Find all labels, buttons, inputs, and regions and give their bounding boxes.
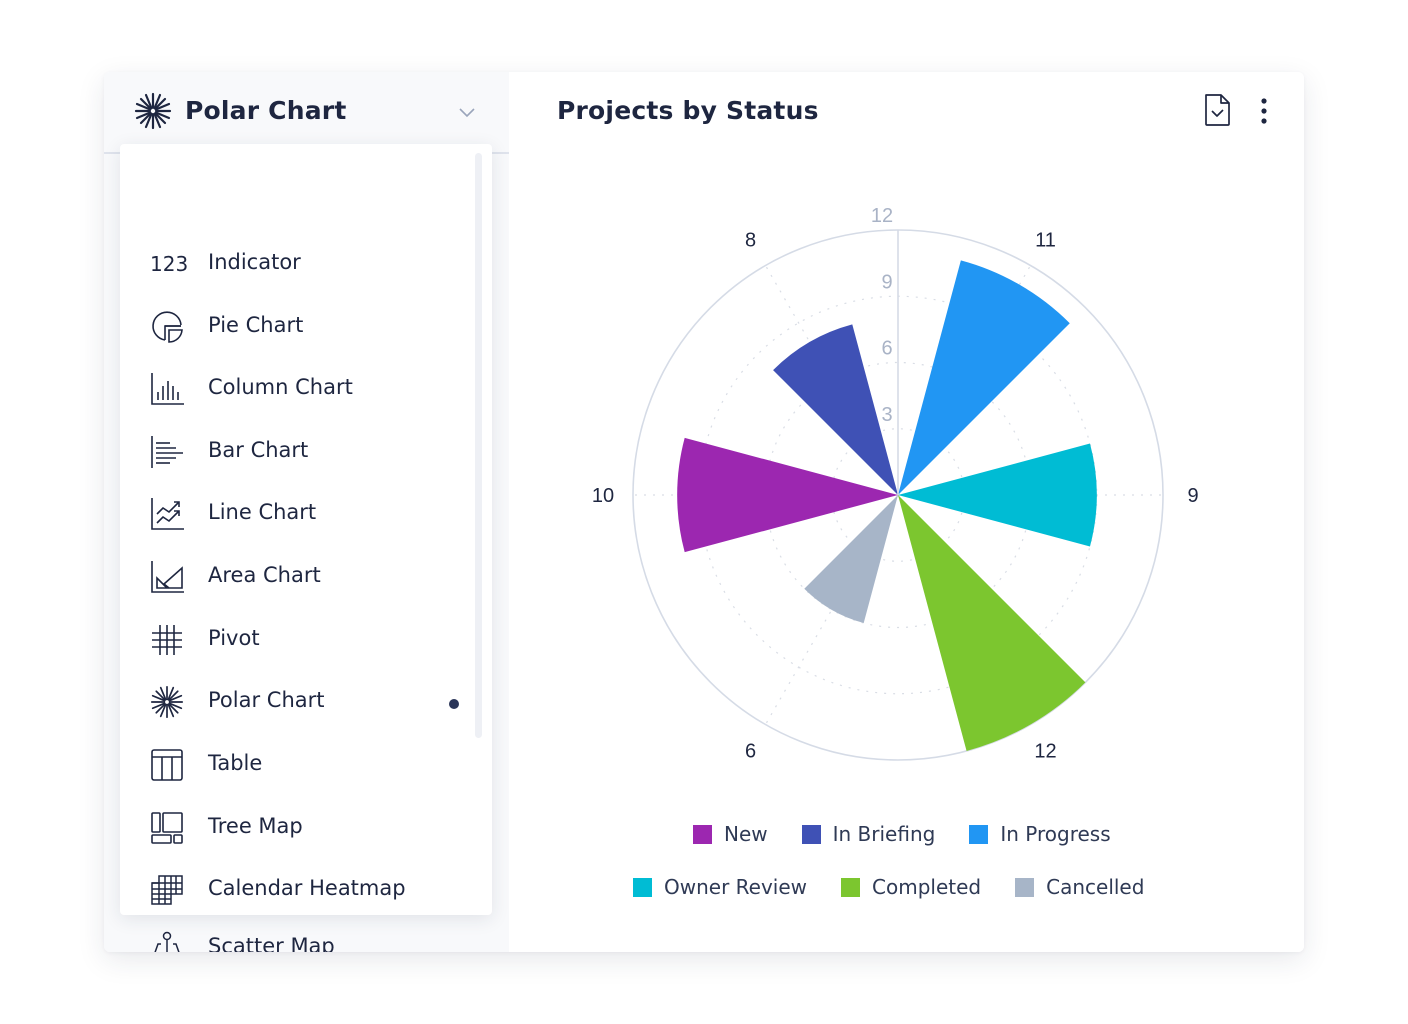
legend-item-completed[interactable]: Completed	[841, 875, 981, 899]
legend-item-in-briefing[interactable]: In Briefing	[801, 822, 936, 846]
menu-item-scatter-map[interactable]: Scatter Map	[120, 923, 460, 952]
menu-item-label: Pivot	[208, 626, 260, 650]
menu-item-tree-map[interactable]: Tree Map	[120, 803, 460, 853]
value-label: 11	[1035, 230, 1056, 252]
menu-item-label: Calendar Heatmap	[208, 876, 406, 900]
menu-item-area-chart[interactable]: Area Chart	[120, 552, 460, 602]
wedge-completed[interactable]	[898, 495, 1086, 751]
legend-swatch	[801, 824, 821, 844]
menu-item-indicator[interactable]: 123 Indicator	[120, 239, 460, 289]
chevron-down-icon[interactable]	[458, 106, 476, 118]
menu-item-column-chart[interactable]: Column Chart	[120, 364, 460, 414]
menu-item-label: Pie Chart	[208, 313, 304, 337]
menu-item-label: Column Chart	[208, 375, 353, 399]
wedge-cancelled[interactable]	[804, 495, 898, 623]
chart-wedges	[677, 260, 1097, 751]
radial-tick-label: 12	[871, 205, 893, 227]
legend-label: In Briefing	[832, 822, 936, 846]
radial-tick-label: 6	[881, 338, 892, 360]
menu-item-label: Indicator	[208, 250, 301, 274]
tree-map-icon	[151, 812, 183, 844]
menu-item-pie-chart[interactable]: Pie Chart	[120, 302, 460, 352]
polar-chart-icon	[134, 92, 172, 130]
column-chart-icon	[151, 373, 184, 405]
legend-swatch	[841, 877, 861, 897]
legend-swatch	[1015, 877, 1035, 897]
dashboard-widget-card: Polar Chart 123 Indicator Pie Chart	[104, 72, 1304, 952]
menu-item-label: Scatter Map	[208, 934, 335, 952]
menu-item-table[interactable]: Table	[120, 740, 460, 790]
legend-item-in-progress[interactable]: In Progress	[969, 822, 1111, 846]
pivot-icon	[152, 625, 182, 655]
menu-item-polar-chart[interactable]: Polar Chart	[120, 677, 460, 727]
more-vertical-icon[interactable]	[1253, 94, 1275, 128]
legend-label: In Progress	[1000, 822, 1111, 846]
scatter-map-icon	[154, 931, 180, 952]
menu-item-label: Area Chart	[208, 563, 321, 587]
calendar-heatmap-icon	[151, 875, 183, 905]
value-label: 6	[745, 740, 756, 762]
legend-swatch	[633, 877, 652, 897]
menu-item-label: Tree Map	[208, 814, 303, 838]
chart-labels: 11 9 12 6 10 8	[592, 230, 1199, 763]
indicator-icon: 123	[150, 252, 189, 276]
radial-tick-label: 3	[881, 404, 892, 426]
legend-swatch	[969, 824, 989, 844]
chart-type-dropdown: 123 Indicator Pie Chart	[120, 144, 492, 952]
value-label: 8	[745, 230, 756, 252]
chart-title: Projects by Status	[557, 96, 819, 125]
file-check-icon[interactable]	[1203, 92, 1233, 128]
menu-item-pivot[interactable]: Pivot	[120, 615, 460, 665]
dropdown-scrollbar[interactable]	[475, 153, 482, 738]
wedge-in-briefing[interactable]	[773, 324, 898, 495]
menu-item-label: Polar Chart	[208, 688, 325, 712]
polar-bar-chart: 3 6 9 12 11 9 12 6 10 8	[592, 205, 1199, 763]
legend-row: Owner Review Completed Cancelled	[633, 875, 1178, 899]
legend-item-cancelled[interactable]: Cancelled	[1015, 875, 1144, 899]
table-icon	[151, 749, 183, 781]
area-chart-icon	[151, 561, 184, 593]
legend-label: Completed	[872, 875, 982, 899]
wedge-new[interactable]	[677, 437, 898, 553]
chart-axis: 3 6 9 12	[871, 205, 899, 495]
legend-label: Owner Review	[664, 875, 808, 899]
menu-item-calendar-heatmap[interactable]: Calendar Heatmap	[120, 865, 460, 915]
menu-item-line-chart[interactable]: Line Chart	[120, 489, 460, 539]
legend-swatch	[693, 824, 712, 844]
radial-tick-label: 9	[881, 271, 892, 293]
menu-item-bar-chart[interactable]: Bar Chart	[120, 427, 460, 477]
selected-indicator-dot	[449, 699, 459, 709]
menu-item-label: Bar Chart	[208, 438, 309, 462]
line-chart-icon	[151, 498, 184, 530]
menu-item-label: Line Chart	[208, 500, 317, 524]
legend-item-new[interactable]: New	[693, 822, 768, 846]
legend-row: New In Briefing In Progress	[693, 822, 1145, 846]
bar-chart-icon	[151, 436, 183, 468]
legend-item-owner-review[interactable]: Owner Review	[633, 875, 807, 899]
wedge-in-progress[interactable]	[898, 260, 1070, 495]
pie-chart-icon	[152, 311, 183, 343]
value-label: 9	[1187, 485, 1198, 507]
chart-type-selector[interactable]: Polar Chart	[104, 72, 509, 152]
chart-panel: Projects by Status 3 6 9 12 11 9 12 6 10 8 New In…	[509, 72, 1304, 952]
legend-label: Cancelled	[1046, 875, 1145, 899]
polar-chart-icon	[150, 685, 184, 719]
value-label: 10	[592, 485, 614, 507]
selected-chart-type: Polar Chart	[185, 96, 347, 125]
value-label: 12	[1034, 740, 1056, 762]
legend-label: New	[724, 822, 768, 846]
wedge-owner-review[interactable]	[898, 443, 1097, 547]
menu-item-label: Table	[208, 751, 263, 775]
